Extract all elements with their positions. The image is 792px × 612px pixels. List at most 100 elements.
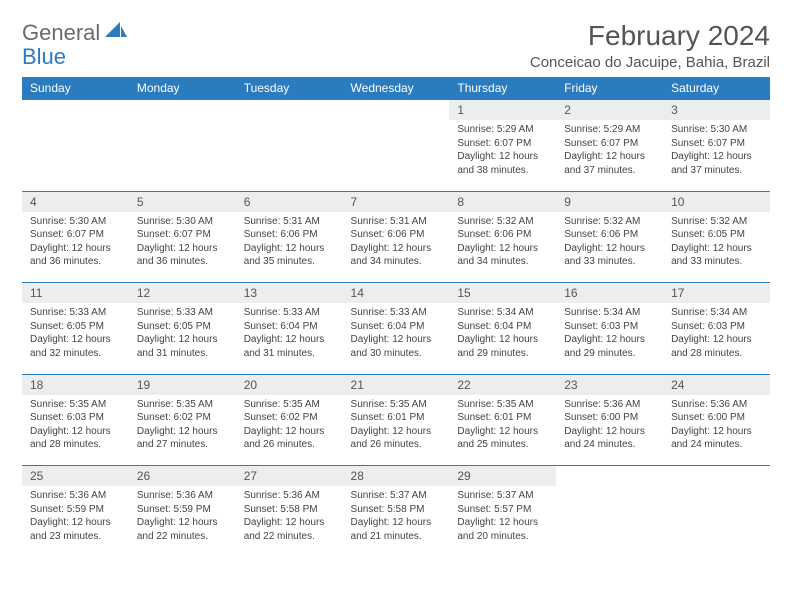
- weekday-header: Thursday: [449, 77, 556, 100]
- day-number-cell: 2: [556, 100, 663, 121]
- weekday-header: Sunday: [22, 77, 129, 100]
- day-detail-cell: [22, 120, 129, 183]
- sunset-text: Sunset: 6:05 PM: [137, 320, 228, 334]
- day-number-cell: 17: [663, 283, 770, 304]
- week-number-row: 123: [22, 100, 770, 121]
- sunset-text: Sunset: 6:01 PM: [351, 411, 442, 425]
- sunset-text: Sunset: 6:06 PM: [457, 228, 548, 242]
- daylight-text: and 34 minutes.: [457, 255, 548, 269]
- day-number-cell: 26: [129, 466, 236, 487]
- weekday-header: Wednesday: [343, 77, 450, 100]
- daylight-text: Daylight: 12 hours: [564, 150, 655, 164]
- daylight-text: Daylight: 12 hours: [671, 333, 762, 347]
- daylight-text: and 33 minutes.: [564, 255, 655, 269]
- logo-sail-icon: [105, 20, 127, 46]
- day-number-cell: 27: [236, 466, 343, 487]
- day-detail-cell: Sunrise: 5:29 AMSunset: 6:07 PMDaylight:…: [449, 120, 556, 183]
- sunset-text: Sunset: 5:57 PM: [457, 503, 548, 517]
- day-detail-cell: Sunrise: 5:31 AMSunset: 6:06 PMDaylight:…: [343, 212, 450, 275]
- sunset-text: Sunset: 5:58 PM: [351, 503, 442, 517]
- daylight-text: and 36 minutes.: [137, 255, 228, 269]
- sunset-text: Sunset: 6:07 PM: [564, 137, 655, 151]
- day-number-cell: 7: [343, 191, 450, 212]
- week-number-row: 11121314151617: [22, 283, 770, 304]
- daylight-text: Daylight: 12 hours: [671, 150, 762, 164]
- day-number-cell: 21: [343, 374, 450, 395]
- day-number-cell: 19: [129, 374, 236, 395]
- sunrise-text: Sunrise: 5:30 AM: [671, 123, 762, 137]
- title-block: February 2024 Conceicao do Jacuipe, Bahi…: [530, 20, 770, 71]
- sunrise-text: Sunrise: 5:33 AM: [244, 306, 335, 320]
- day-number-cell: 6: [236, 191, 343, 212]
- sunset-text: Sunset: 6:06 PM: [564, 228, 655, 242]
- sunset-text: Sunset: 6:06 PM: [244, 228, 335, 242]
- day-detail-cell: Sunrise: 5:30 AMSunset: 6:07 PMDaylight:…: [129, 212, 236, 275]
- daylight-text: Daylight: 12 hours: [457, 150, 548, 164]
- sunrise-text: Sunrise: 5:32 AM: [564, 215, 655, 229]
- day-number-cell: [663, 466, 770, 487]
- day-detail-cell: Sunrise: 5:32 AMSunset: 6:06 PMDaylight:…: [556, 212, 663, 275]
- daylight-text: and 36 minutes.: [30, 255, 121, 269]
- sunrise-text: Sunrise: 5:36 AM: [244, 489, 335, 503]
- sunrise-text: Sunrise: 5:31 AM: [351, 215, 442, 229]
- day-number-cell: 8: [449, 191, 556, 212]
- sunrise-text: Sunrise: 5:35 AM: [457, 398, 548, 412]
- sunrise-text: Sunrise: 5:37 AM: [351, 489, 442, 503]
- daylight-text: Daylight: 12 hours: [351, 242, 442, 256]
- spacer-row: [22, 183, 770, 191]
- sunset-text: Sunset: 6:00 PM: [671, 411, 762, 425]
- day-number-cell: 22: [449, 374, 556, 395]
- logo: General: [22, 20, 130, 46]
- sunset-text: Sunset: 6:07 PM: [30, 228, 121, 242]
- daylight-text: and 28 minutes.: [671, 347, 762, 361]
- weekday-header: Friday: [556, 77, 663, 100]
- sunrise-text: Sunrise: 5:30 AM: [137, 215, 228, 229]
- daylight-text: and 26 minutes.: [244, 438, 335, 452]
- day-detail-cell: Sunrise: 5:32 AMSunset: 6:05 PMDaylight:…: [663, 212, 770, 275]
- sunrise-text: Sunrise: 5:35 AM: [30, 398, 121, 412]
- daylight-text: and 22 minutes.: [244, 530, 335, 544]
- day-number-cell: 4: [22, 191, 129, 212]
- daylight-text: Daylight: 12 hours: [30, 516, 121, 530]
- daylight-text: Daylight: 12 hours: [457, 425, 548, 439]
- calendar-body: 123Sunrise: 5:29 AMSunset: 6:07 PMDaylig…: [22, 100, 770, 550]
- day-detail-cell: Sunrise: 5:36 AMSunset: 5:58 PMDaylight:…: [236, 486, 343, 549]
- daylight-text: Daylight: 12 hours: [244, 242, 335, 256]
- sunrise-text: Sunrise: 5:37 AM: [457, 489, 548, 503]
- daylight-text: Daylight: 12 hours: [244, 333, 335, 347]
- day-detail-cell: Sunrise: 5:36 AMSunset: 6:00 PMDaylight:…: [663, 395, 770, 458]
- day-number-cell: 29: [449, 466, 556, 487]
- sunrise-text: Sunrise: 5:32 AM: [457, 215, 548, 229]
- daylight-text: Daylight: 12 hours: [30, 333, 121, 347]
- day-number-cell: 5: [129, 191, 236, 212]
- day-number-cell: 9: [556, 191, 663, 212]
- logo-text-1: General: [22, 20, 100, 46]
- day-detail-cell: Sunrise: 5:29 AMSunset: 6:07 PMDaylight:…: [556, 120, 663, 183]
- daylight-text: and 35 minutes.: [244, 255, 335, 269]
- day-detail-cell: Sunrise: 5:33 AMSunset: 6:05 PMDaylight:…: [22, 303, 129, 366]
- day-detail-cell: [556, 486, 663, 549]
- month-title: February 2024: [530, 20, 770, 52]
- week-detail-row: Sunrise: 5:35 AMSunset: 6:03 PMDaylight:…: [22, 395, 770, 458]
- week-number-row: 2526272829: [22, 466, 770, 487]
- week-number-row: 45678910: [22, 191, 770, 212]
- page-header: General February 2024 Conceicao do Jacui…: [22, 20, 770, 71]
- daylight-text: Daylight: 12 hours: [457, 242, 548, 256]
- sunset-text: Sunset: 6:01 PM: [457, 411, 548, 425]
- daylight-text: and 22 minutes.: [137, 530, 228, 544]
- daylight-text: and 23 minutes.: [30, 530, 121, 544]
- sunset-text: Sunset: 5:59 PM: [137, 503, 228, 517]
- daylight-text: Daylight: 12 hours: [671, 425, 762, 439]
- daylight-text: and 31 minutes.: [137, 347, 228, 361]
- daylight-text: Daylight: 12 hours: [351, 333, 442, 347]
- sunset-text: Sunset: 6:03 PM: [671, 320, 762, 334]
- daylight-text: Daylight: 12 hours: [457, 516, 548, 530]
- daylight-text: Daylight: 12 hours: [564, 333, 655, 347]
- sunset-text: Sunset: 6:04 PM: [244, 320, 335, 334]
- day-detail-cell: Sunrise: 5:30 AMSunset: 6:07 PMDaylight:…: [663, 120, 770, 183]
- calendar-head: Sunday Monday Tuesday Wednesday Thursday…: [22, 77, 770, 100]
- spacer-row: [22, 458, 770, 466]
- day-detail-cell: Sunrise: 5:37 AMSunset: 5:57 PMDaylight:…: [449, 486, 556, 549]
- sunset-text: Sunset: 6:07 PM: [137, 228, 228, 242]
- daylight-text: and 33 minutes.: [671, 255, 762, 269]
